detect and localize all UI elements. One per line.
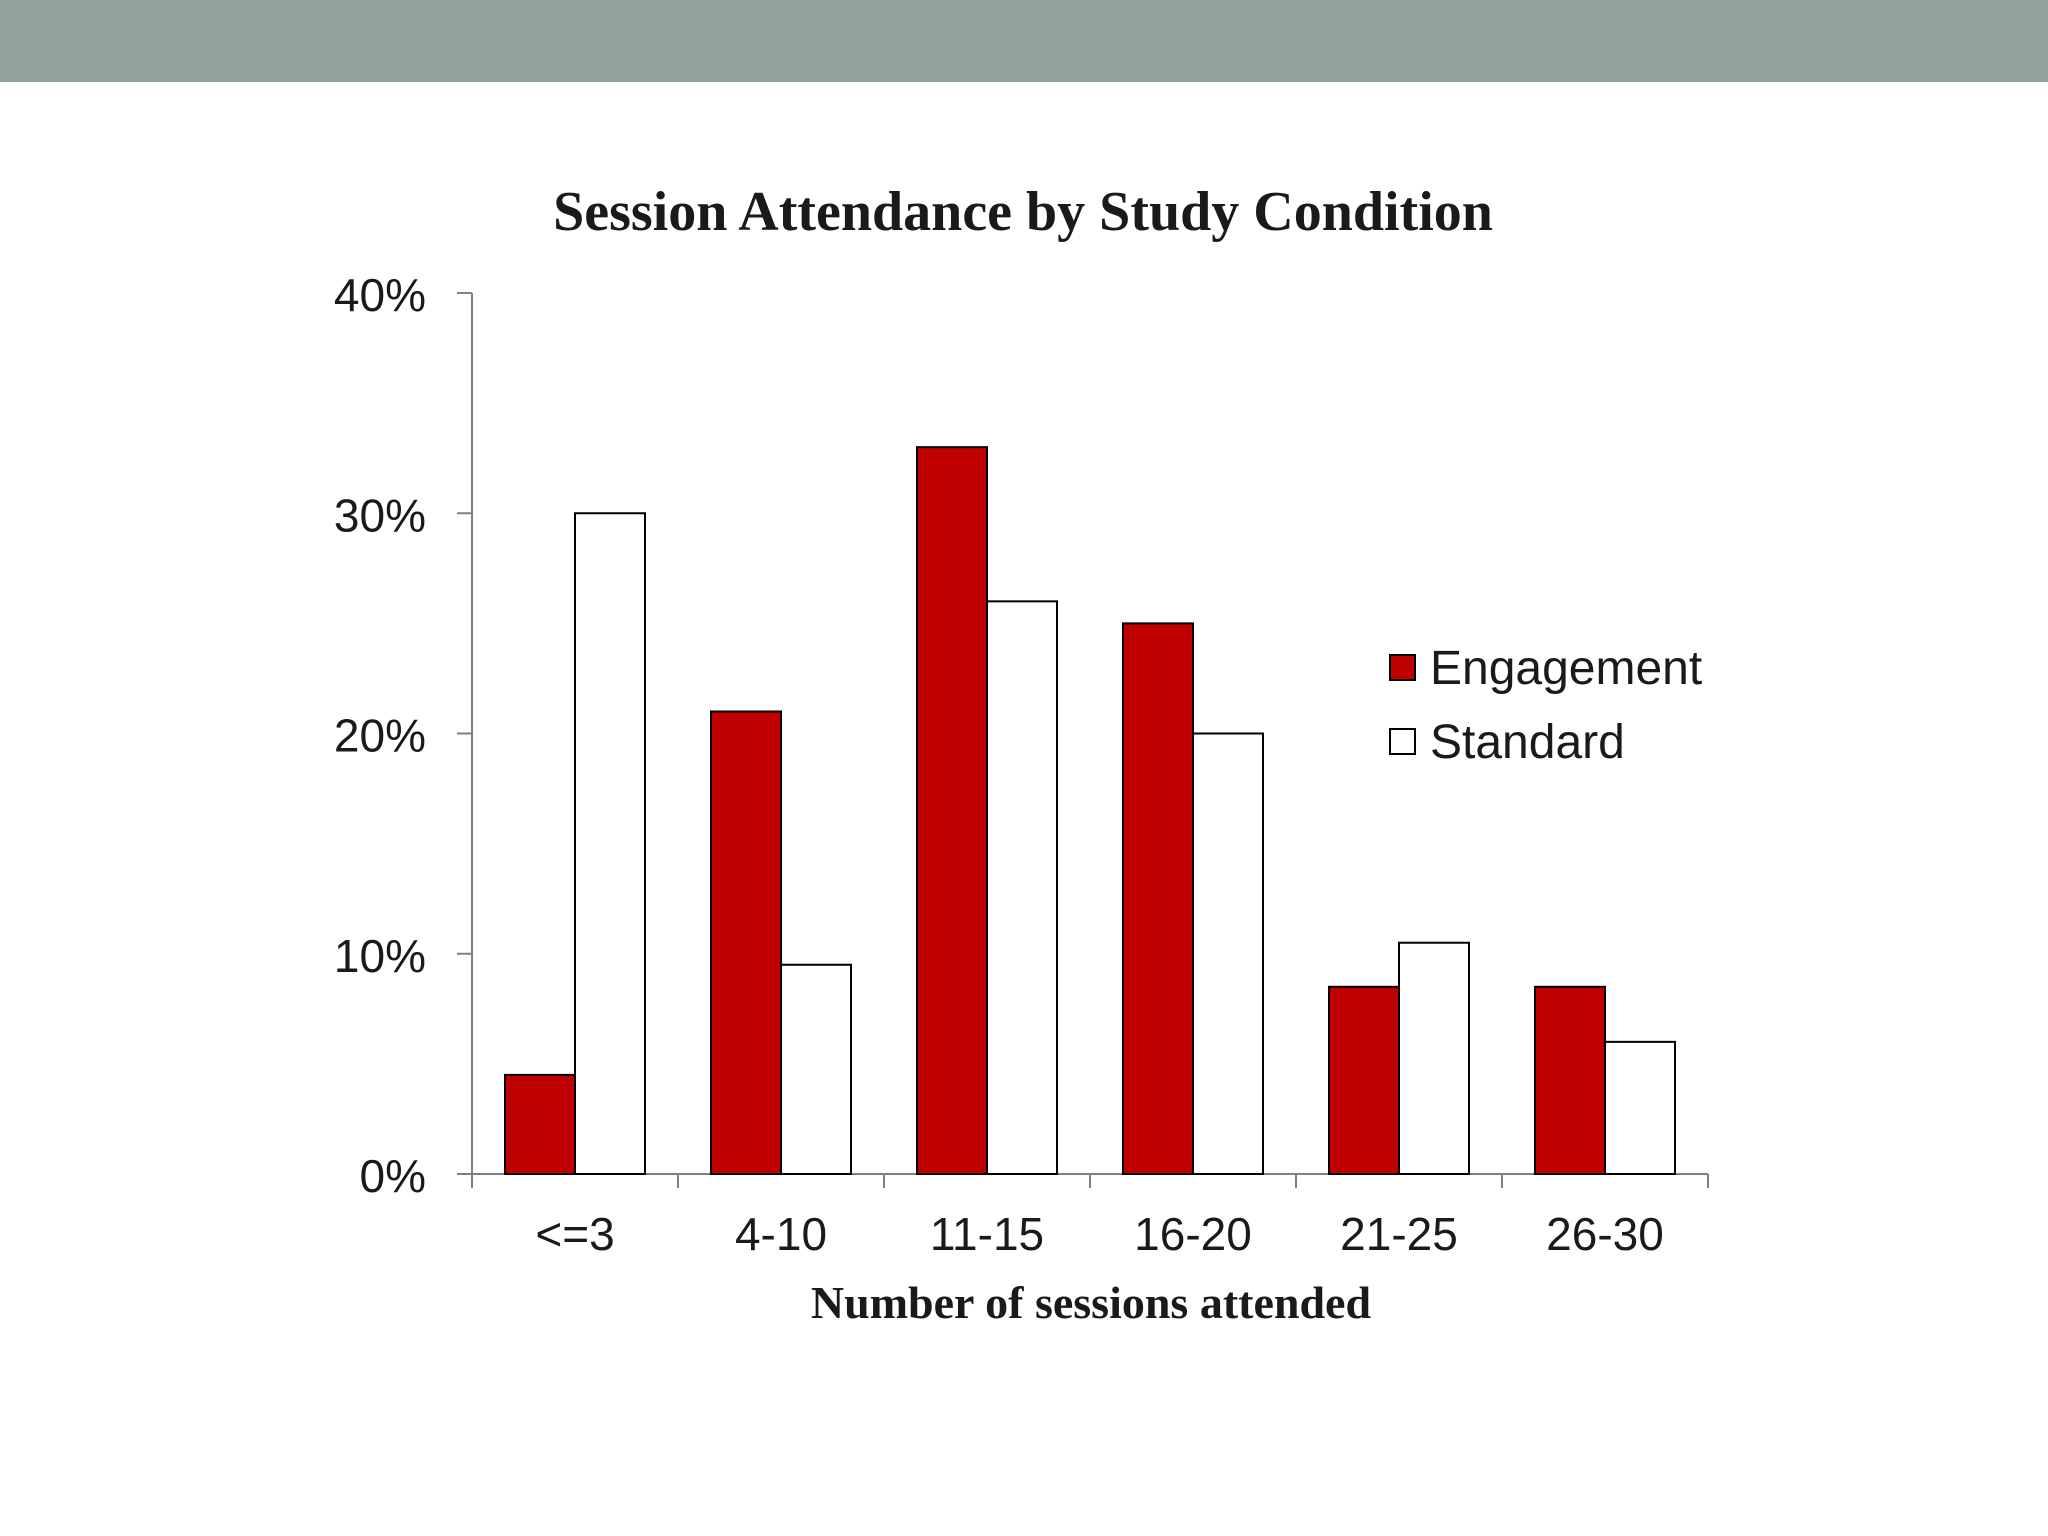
legend-label-standard: Standard — [1430, 716, 1625, 769]
x-tick-label: 4-10 — [735, 1208, 827, 1260]
legend-swatch-engagement — [1389, 654, 1416, 681]
bar-standard-4 — [1398, 941, 1470, 1175]
bar-engagement-3 — [1122, 622, 1194, 1175]
x-tick-label: 21-25 — [1340, 1208, 1458, 1260]
y-tick-label: 20% — [334, 710, 426, 762]
x-axis-label: Number of sessions attended — [811, 1277, 1372, 1328]
bars — [504, 446, 1676, 1176]
bar-standard-3 — [1192, 732, 1264, 1175]
bar-engagement-5 — [1534, 985, 1606, 1175]
y-tick-label: 30% — [334, 489, 426, 541]
chart-title: Session Attendance by Study Condition — [553, 181, 1493, 243]
y-tick-label: 0% — [360, 1150, 426, 1202]
header-bar — [0, 0, 2048, 82]
bar-standard-0 — [574, 512, 646, 1175]
bar-engagement-4 — [1328, 985, 1400, 1175]
x-tick-label: 11-15 — [930, 1208, 1044, 1260]
x-tick-label: <=3 — [535, 1208, 614, 1260]
x-tick-label: 16-20 — [1134, 1208, 1252, 1260]
legend-label-engagement: Engagement — [1430, 642, 1702, 695]
y-tick-label: 40% — [334, 269, 426, 321]
bar-standard-1 — [780, 963, 852, 1176]
bar-engagement-1 — [710, 710, 782, 1175]
bar-engagement-2 — [916, 446, 988, 1175]
legend: Engagement Standard — [1389, 642, 1702, 769]
y-tick-label: 10% — [334, 930, 426, 982]
x-axis: <=3 4-10 11-15 16-20 21-25 26-30 — [471, 1173, 1709, 1260]
legend-swatch-standard — [1389, 728, 1416, 755]
bar-standard-5 — [1604, 1040, 1676, 1175]
x-tick-label: 26-30 — [1546, 1208, 1664, 1260]
bar-standard-2 — [986, 600, 1058, 1175]
y-axis: 0% 10% 20% 30% 40% — [334, 269, 473, 1202]
bar-engagement-0 — [504, 1073, 576, 1175]
